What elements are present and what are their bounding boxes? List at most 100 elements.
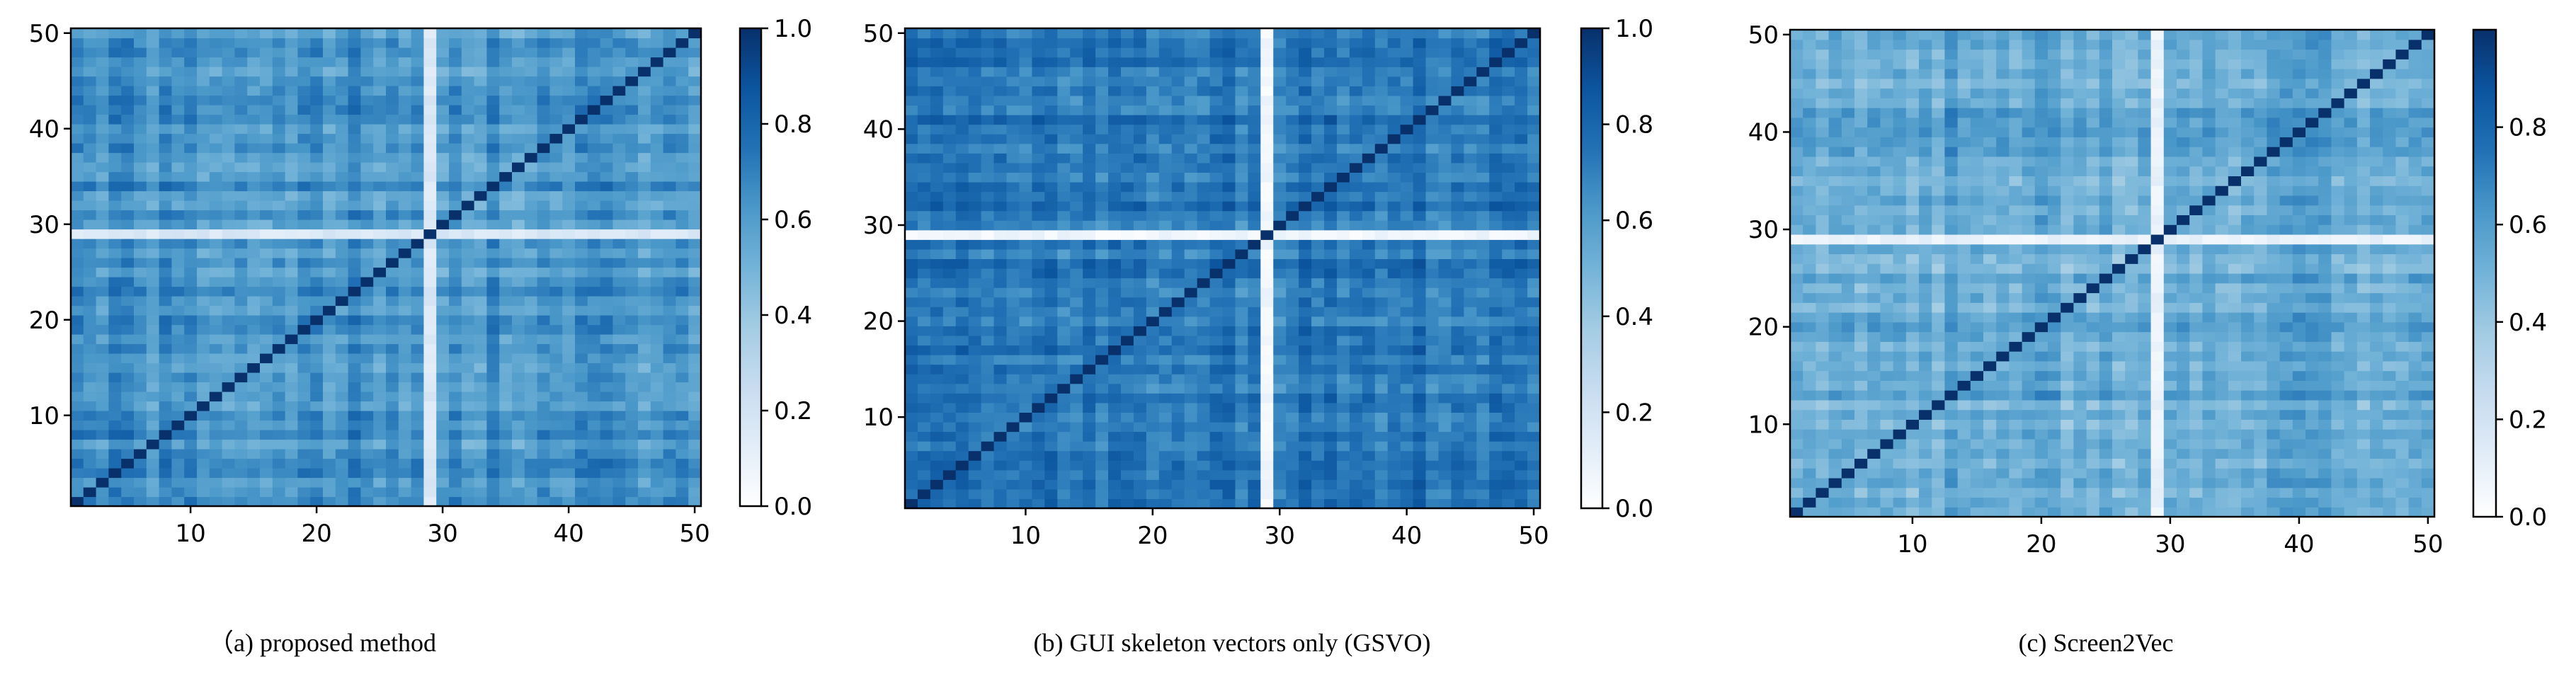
- heatmap-cell: [981, 402, 995, 413]
- heatmap-cell: [209, 229, 223, 239]
- heatmap-cell: [676, 286, 689, 297]
- heatmap-cell: [1451, 268, 1464, 279]
- heatmap-cell: [1349, 57, 1363, 67]
- heatmap-cell: [1438, 345, 1452, 355]
- heatmap-cell: [146, 219, 160, 230]
- heatmap-cell: [272, 411, 286, 421]
- heatmap-cell: [1146, 115, 1160, 125]
- heatmap-cell: [1095, 86, 1109, 96]
- heatmap-cell: [612, 190, 626, 201]
- heatmap-cell: [348, 76, 361, 86]
- heatmap-cell: [1006, 450, 1020, 461]
- heatmap-cell: [638, 190, 651, 201]
- heatmap-cell: [146, 95, 160, 105]
- heatmap-cell: [436, 190, 450, 201]
- heatmap-cell: [1324, 412, 1338, 423]
- heatmap-cell: [688, 411, 702, 421]
- heatmap-cell: [423, 76, 437, 86]
- heatmap-cell: [411, 362, 424, 373]
- heatmap-cell: [1044, 287, 1058, 298]
- heatmap-cell: [1184, 307, 1198, 317]
- heatmap-cell: [1108, 86, 1122, 96]
- heatmap-cell: [247, 38, 261, 48]
- heatmap-cell: [1451, 201, 1464, 212]
- heatmap-cell: [549, 38, 563, 48]
- heatmap-cell: [1438, 86, 1452, 96]
- heatmap-cell: [486, 430, 500, 440]
- heatmap-cell: [411, 152, 424, 163]
- heatmap-cell: [1032, 297, 1045, 307]
- colorbar-tick-label: 1.0: [774, 15, 812, 43]
- heatmap-cell: [134, 362, 147, 373]
- heatmap-cell: [549, 382, 563, 392]
- heatmap-cell: [1032, 172, 1045, 183]
- heatmap-cell: [1120, 431, 1134, 442]
- heatmap-cell: [1464, 307, 1477, 317]
- heatmap-cell: [587, 76, 601, 86]
- heatmap-cell: [1502, 229, 1515, 240]
- heatmap-cell: [1502, 38, 1515, 48]
- heatmap-cell: [1527, 201, 1541, 212]
- heatmap-cell: [1222, 210, 1236, 221]
- heatmap-cell: [562, 477, 576, 488]
- heatmap-cell: [600, 430, 613, 440]
- heatmap-cell: [575, 458, 588, 469]
- heatmap-cell: [134, 305, 147, 316]
- heatmap-cell: [373, 76, 387, 86]
- heatmap-cell: [297, 439, 311, 450]
- heatmap-cell: [297, 38, 311, 48]
- heatmap-cell: [1527, 335, 1541, 346]
- heatmap-cell: [1197, 210, 1211, 221]
- heatmap-cell: [981, 460, 995, 471]
- heatmap-cell: [1349, 307, 1363, 317]
- heatmap-cell: [600, 190, 613, 201]
- heatmap-cell: [1515, 355, 1528, 365]
- heatmap-cell: [942, 115, 957, 125]
- heatmap-cell: [386, 458, 399, 469]
- heatmap-cell: [423, 239, 437, 249]
- heatmap-cell: [171, 343, 185, 354]
- heatmap-cell: [436, 171, 450, 182]
- heatmap-cell: [1387, 162, 1401, 173]
- heatmap-cell: [1324, 479, 1338, 490]
- heatmap-cell: [96, 382, 109, 392]
- heatmap-cell: [930, 335, 944, 346]
- heatmap-cell: [1248, 355, 1261, 365]
- heatmap-cell: [1349, 248, 1363, 260]
- heatmap-cell: [310, 67, 324, 77]
- heatmap-cell: [398, 430, 412, 440]
- heatmap-cell: [663, 296, 676, 307]
- heatmap-cell: [348, 200, 361, 211]
- heatmap-cell: [1502, 210, 1515, 221]
- heatmap-cell: [562, 28, 576, 39]
- heatmap-cell: [247, 67, 261, 77]
- heatmap-cell: [1336, 421, 1350, 433]
- heatmap-cell: [1362, 469, 1376, 480]
- heatmap-cell: [423, 57, 437, 67]
- heatmap-cell: [310, 171, 324, 182]
- heatmap-cell: [942, 258, 957, 269]
- heatmap-cell: [905, 124, 918, 135]
- heatmap-cell: [650, 171, 664, 182]
- heatmap-cell: [1438, 181, 1452, 193]
- heatmap-cell: [83, 286, 97, 297]
- heatmap-cell: [512, 468, 525, 479]
- heatmap-cell: [71, 190, 84, 201]
- heatmap-cell: [1260, 364, 1274, 374]
- heatmap-cell: [1222, 335, 1236, 346]
- heatmap-cell: [134, 296, 147, 307]
- heatmap-cell: [1044, 143, 1058, 154]
- heatmap-cell: [676, 277, 689, 287]
- heatmap-cell: [1311, 181, 1325, 193]
- heatmap-cell: [134, 258, 147, 268]
- heatmap-cell: [1095, 326, 1109, 336]
- heatmap-cell: [638, 334, 651, 345]
- heatmap-cell: [461, 152, 475, 163]
- heatmap-cell: [1489, 326, 1503, 336]
- heatmap-cell: [197, 210, 210, 220]
- heatmap-cell: [1273, 181, 1287, 193]
- heatmap-cell: [1209, 67, 1224, 77]
- heatmap-cell: [1197, 38, 1211, 48]
- heatmap-cell: [549, 343, 563, 354]
- heatmap-cell: [1044, 431, 1058, 442]
